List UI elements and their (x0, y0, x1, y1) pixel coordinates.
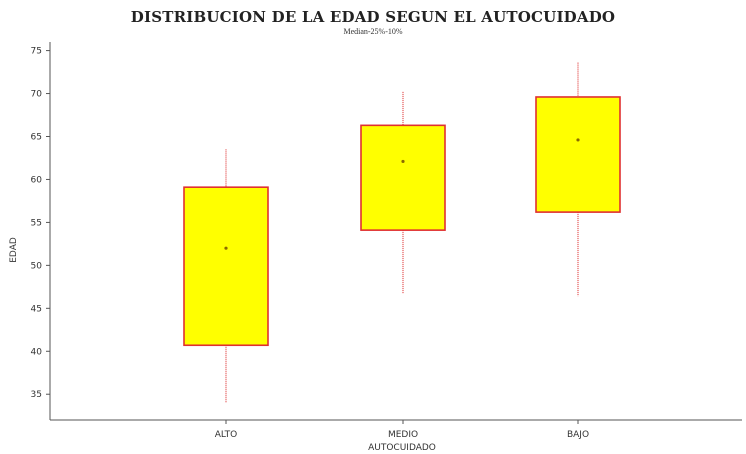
y-axis-label: EDAD (9, 237, 19, 263)
box-alto (183, 186, 269, 347)
y-tick-label: 35 (31, 390, 42, 400)
axis-labels: EDAD AUTOCUIDADO (9, 237, 436, 453)
y-tick-label: 55 (31, 218, 42, 228)
axes: 35 40 45 50 55 60 65 70 75 ALTO MEDIO BAJO (31, 42, 742, 440)
chart-subtitle: Median-25%-10% (343, 27, 403, 36)
chart-title: DISTRIBUCION DE LA EDAD SEGUN EL AUTOCUI… (130, 8, 616, 26)
x-axis-label: AUTOCUIDADO (368, 443, 436, 453)
y-tick-label: 75 (31, 47, 42, 57)
median-marker (224, 246, 228, 250)
x-tick-label: ALTO (215, 430, 238, 440)
x-tick-label: MEDIO (388, 430, 418, 440)
y-tick-label: 60 (31, 175, 43, 185)
x-tick-label: BAJO (567, 430, 589, 440)
median-marker (576, 138, 580, 142)
y-tick-label: 40 (31, 347, 43, 357)
y-tick-label: 50 (31, 261, 43, 271)
y-tick-label: 45 (31, 304, 42, 314)
box-bajo (535, 96, 621, 213)
median-marker (401, 159, 405, 164)
box-marks (183, 62, 621, 403)
y-tick-label: 65 (31, 133, 42, 143)
y-tick-label: 70 (31, 90, 43, 100)
box-medio (360, 124, 446, 231)
